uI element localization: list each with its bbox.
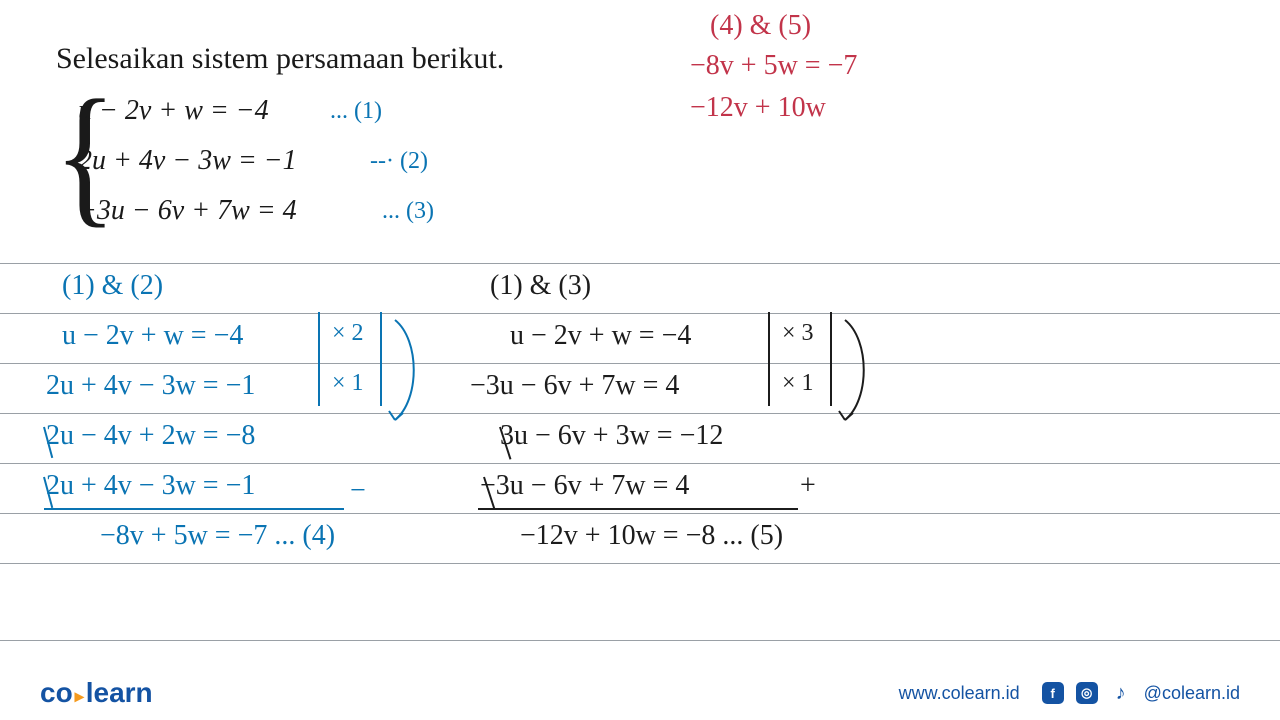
pipe xyxy=(318,312,320,406)
underline xyxy=(478,508,798,510)
brand-learn: learn xyxy=(86,677,153,709)
step-header-1-2: (1) & (2) xyxy=(62,270,163,302)
work-line: −12v + 10w xyxy=(690,92,826,124)
step-header-1-3: (1) & (3) xyxy=(490,270,591,302)
ruled-line xyxy=(0,463,1280,464)
work-line: u − 2v + w = −4 xyxy=(510,320,691,352)
ruled-line xyxy=(0,513,1280,514)
equation-1: u − 2v + w = −4 xyxy=(78,95,269,127)
ruled-line xyxy=(0,640,1280,641)
problem-title: Selesaikan sistem persamaan berikut. xyxy=(56,42,504,76)
ruled-line xyxy=(0,413,1280,414)
pipe xyxy=(830,312,832,406)
multiplier: × 2 xyxy=(332,320,364,347)
work-line: u − 2v + w = −4 xyxy=(62,320,243,352)
multiplier: × 1 xyxy=(782,370,814,397)
work-line: −8v + 5w = −7 xyxy=(690,50,857,82)
ruled-line xyxy=(0,313,1280,314)
ruled-line xyxy=(0,363,1280,364)
footer-right: www.colearn.id f ◎ ♪ @colearn.id xyxy=(899,682,1240,704)
work-line: −3u − 6v + 7w = 4 xyxy=(470,370,679,402)
work-line: 2u − 4v + 2w = −8 xyxy=(46,420,255,452)
work-line: 2u + 4v − 3w = −1 xyxy=(46,470,255,502)
label-eq1: ... (1) xyxy=(330,98,382,125)
equation-3: −3u − 6v + 7w = 4 xyxy=(78,195,297,227)
op-minus: − xyxy=(350,475,366,507)
label-eq2: --· (2) xyxy=(370,148,428,175)
label-eq3: ... (3) xyxy=(382,198,434,225)
work-line: 2u + 4v − 3w = −1 xyxy=(46,370,255,402)
footer: co ▸ learn www.colearn.id f ◎ ♪ @colearn… xyxy=(0,666,1280,720)
op-plus: + xyxy=(800,470,816,502)
work-line: −3u − 6v + 7w = 4 xyxy=(480,470,689,502)
brand-logo: co ▸ learn xyxy=(40,677,153,709)
footer-handle: @colearn.id xyxy=(1144,683,1240,704)
result-eq4: −8v + 5w = −7 ... (4) xyxy=(100,520,335,552)
brand-dot-icon: ▸ xyxy=(75,686,84,707)
brand-co: co xyxy=(40,677,73,709)
ruled-line xyxy=(0,563,1280,564)
ruled-line xyxy=(0,263,1280,264)
footer-url: www.colearn.id xyxy=(899,683,1020,704)
multiplier: × 1 xyxy=(332,370,364,397)
equation-2: 2u + 4v − 3w = −1 xyxy=(78,145,297,177)
step-header-4-5: (4) & (5) xyxy=(710,10,811,42)
facebook-icon: f xyxy=(1042,682,1064,704)
result-eq5: −12v + 10w = −8 ... (5) xyxy=(520,520,783,552)
tiktok-icon: ♪ xyxy=(1110,682,1132,704)
underline xyxy=(44,508,344,510)
pipe xyxy=(768,312,770,406)
multiplier: × 3 xyxy=(782,320,814,347)
work-line: 3u − 6v + 3w = −12 xyxy=(500,420,723,452)
pipe xyxy=(380,312,382,406)
instagram-icon: ◎ xyxy=(1076,682,1098,704)
